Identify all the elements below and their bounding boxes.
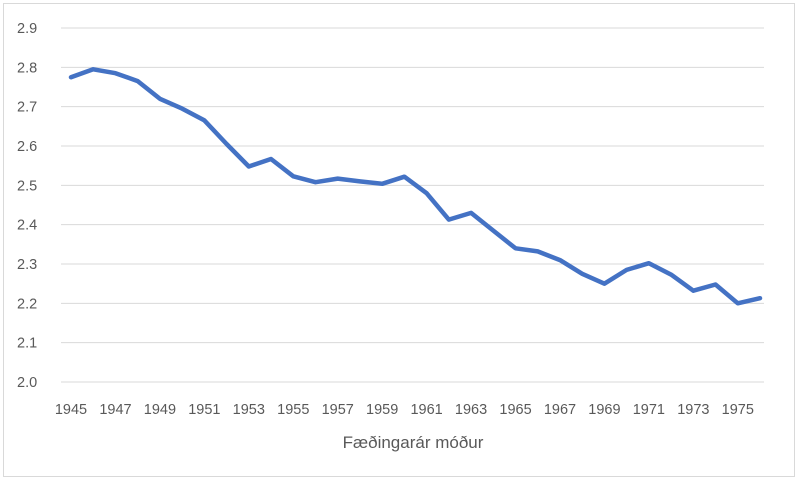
x-tick-label: 1971 (633, 402, 665, 418)
x-axis-title: Fæðingarár móður (343, 433, 484, 452)
x-tick-label: 1955 (277, 402, 309, 418)
x-tick-label: 1949 (144, 402, 176, 418)
x-axis-ticks: 1945 1947 1949 1951 1953 1955 1957 1959 1961 1963… (55, 402, 754, 418)
y-tick-label: 2.5 (17, 178, 37, 194)
y-tick-label: 2.6 (17, 139, 37, 155)
x-tick-label: 1975 (722, 402, 754, 418)
series-line (68, 67, 763, 306)
y-tick-label: 2.1 (17, 336, 37, 352)
x-tick-label: 1967 (544, 402, 576, 418)
x-tick-label: 1947 (99, 402, 131, 418)
x-tick-label: 1953 (233, 402, 265, 418)
x-tick-label: 1973 (677, 402, 709, 418)
x-tick-label: 1951 (188, 402, 220, 418)
x-tick-label: 1969 (588, 402, 620, 418)
x-tick-label: 1945 (55, 402, 87, 418)
x-tick-label: 1957 (322, 402, 354, 418)
y-axis-ticks: 2.0 2.1 2.2 2.3 2.4 2.5 2.6 2.7 2.8 2.9 (17, 21, 37, 391)
x-tick-label: 1961 (410, 402, 442, 418)
y-tick-label: 2.8 (17, 60, 37, 76)
x-tick-label: 1959 (366, 402, 398, 418)
y-tick-label: 2.7 (17, 100, 37, 116)
y-tick-label: 2.2 (17, 296, 37, 312)
y-tick-label: 2.0 (17, 375, 37, 391)
y-tick-label: 2.9 (17, 21, 37, 37)
x-tick-label: 1965 (499, 402, 531, 418)
y-tick-label: 2.3 (17, 257, 37, 273)
x-tick-label: 1963 (455, 402, 487, 418)
gridlines (61, 27, 764, 383)
y-tick-label: 2.4 (17, 218, 37, 234)
